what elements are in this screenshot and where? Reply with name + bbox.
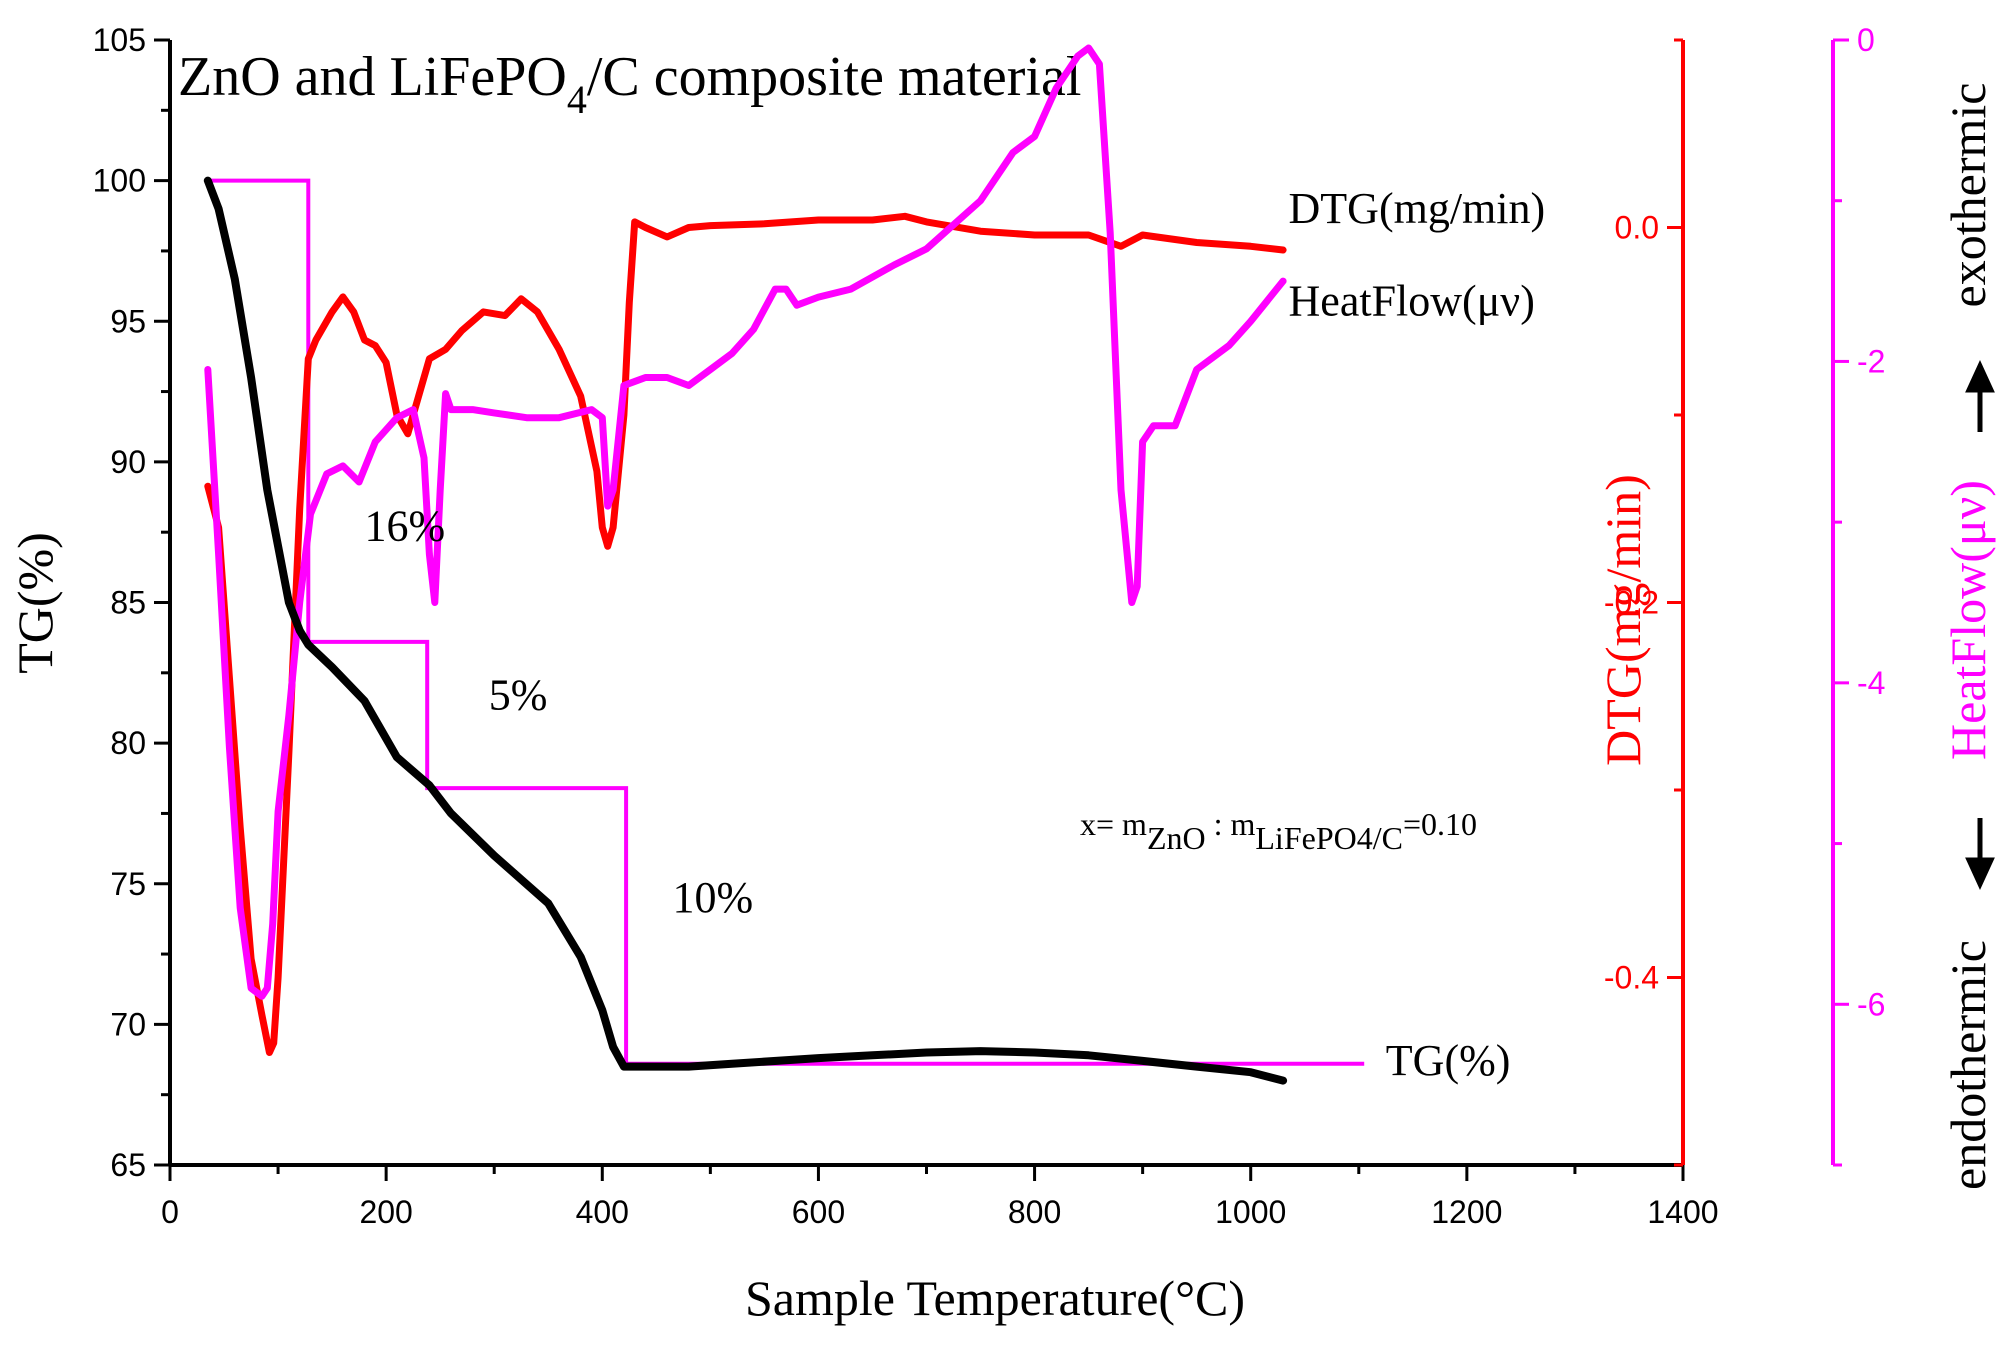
heatflow-tick-label: -4	[1857, 665, 1885, 701]
heatflow-tick-label: -2	[1857, 343, 1885, 379]
endothermic-label: endothermic	[1940, 940, 1996, 1190]
annotation-label: 5%	[489, 670, 548, 719]
x-tick-label: 1000	[1215, 1194, 1286, 1230]
tg-tick-label: 80	[110, 725, 146, 761]
x-tick-label: 1200	[1431, 1194, 1502, 1230]
tg-tick-label: 75	[110, 866, 146, 902]
exothermic-arrow-icon	[1965, 359, 1995, 432]
heatflow-tick-label: -6	[1857, 986, 1885, 1022]
exothermic-label: exothermic	[1940, 83, 1996, 308]
annotation-label: TG(%)	[1386, 1036, 1511, 1085]
annotation-label: 10%	[673, 873, 754, 922]
y-axis-label-dtg: DTG(mg/min)	[1595, 474, 1651, 766]
step-line	[207, 178, 1365, 1066]
annotation-label: DTG(mg/min)	[1289, 184, 1546, 233]
chart-title: ZnO and LiFePO4/C composite material	[178, 46, 1081, 122]
y-axis-label-heatflow: HeatFlow(μν)	[1940, 480, 1996, 760]
tg-tick-label: 65	[110, 1147, 146, 1183]
tg-tick-label: 85	[110, 585, 146, 621]
dtg-tick-label: -0.2	[1604, 585, 1659, 621]
x-tick-label: 200	[359, 1194, 412, 1230]
tg-tick-label: 70	[110, 1006, 146, 1042]
tg-tick-label: 100	[93, 163, 146, 199]
dtg-series-line	[204, 212, 1287, 1056]
x-tick-label: 0	[161, 1194, 179, 1230]
annotation-label: HeatFlow(μν)	[1289, 277, 1535, 326]
x-axis-label: Sample Temperature(°C)	[745, 1270, 1245, 1326]
dtg-tick-label: 0.0	[1615, 210, 1659, 246]
x-tick-label: 400	[576, 1194, 629, 1230]
heatflow-tick-label: 0	[1857, 22, 1875, 58]
dtg-tick-label: -0.4	[1604, 960, 1659, 996]
formula-label: x= mZnO : mLiFePO4/C=0.10	[1080, 806, 1477, 856]
tg-series-line	[203, 176, 1288, 1085]
annotation-label: 16%	[365, 502, 446, 551]
tg-tick-label: 105	[93, 22, 146, 58]
tg-tick-label: 90	[110, 444, 146, 480]
x-tick-label: 600	[792, 1194, 845, 1230]
y-axis-label-tg: TG(%)	[7, 532, 63, 674]
x-tick-label: 800	[1008, 1194, 1061, 1230]
endothermic-arrow-icon	[1965, 818, 1995, 891]
tg-tick-label: 95	[110, 303, 146, 339]
heatflow-series-line	[204, 44, 1287, 1000]
x-tick-label: 1400	[1647, 1194, 1718, 1230]
